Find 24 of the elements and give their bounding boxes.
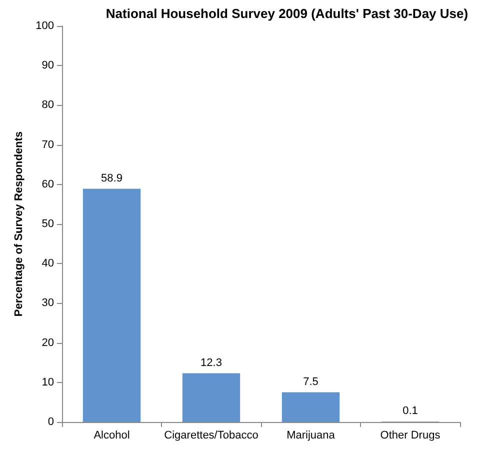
y-axis-title: Percentage of Survey Respondents [13,131,26,317]
y-tick-label: 50 [42,218,54,230]
data-label: 58.9 [101,172,122,184]
y-tick-label: 70 [42,138,54,151]
y-tick-label: 100 [36,20,54,32]
y-tick-label: 60 [42,178,54,190]
y-tick-label: 80 [42,99,54,112]
data-label: 0.1 [402,405,418,418]
y-tick-label: 90 [42,60,54,72]
chart-title: National Household Survey 2009 (Adults' Past 30-Day Use) [106,6,468,21]
bar [82,188,141,422]
data-label: 12.3 [200,356,222,369]
x-tick-label: Other Drugs [380,430,441,442]
y-tick-label: 20 [42,336,54,349]
y-tick-label: 30 [42,297,54,310]
x-tick-label: Cigarettes/Tobacco [164,430,258,442]
y-tick-label: 0 [48,416,54,428]
y-tick-label: 40 [42,258,54,270]
bar [282,392,340,422]
x-tick-label: Marijuana [286,430,336,442]
bar [182,373,240,422]
x-tick-label: Alcohol [94,430,130,442]
y-tick-label: 10 [42,376,54,388]
data-label: 7.5 [303,376,318,388]
